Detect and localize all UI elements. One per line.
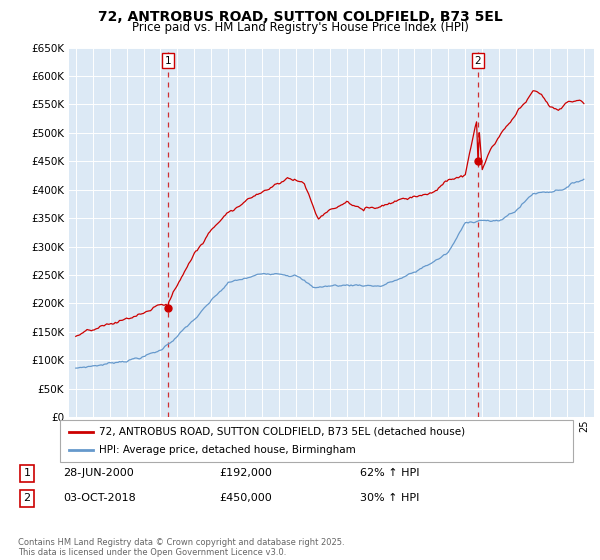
Text: HPI: Average price, detached house, Birmingham: HPI: Average price, detached house, Birm… [99, 445, 356, 455]
Text: £450,000: £450,000 [219, 493, 272, 503]
Text: 2: 2 [475, 55, 481, 66]
Text: 72, ANTROBUS ROAD, SUTTON COLDFIELD, B73 5EL: 72, ANTROBUS ROAD, SUTTON COLDFIELD, B73… [98, 10, 502, 24]
Text: 2: 2 [23, 493, 31, 503]
Text: 62% ↑ HPI: 62% ↑ HPI [360, 468, 419, 478]
Text: Contains HM Land Registry data © Crown copyright and database right 2025.
This d: Contains HM Land Registry data © Crown c… [18, 538, 344, 557]
Text: 28-JUN-2000: 28-JUN-2000 [63, 468, 134, 478]
Text: 72, ANTROBUS ROAD, SUTTON COLDFIELD, B73 5EL (detached house): 72, ANTROBUS ROAD, SUTTON COLDFIELD, B73… [99, 427, 465, 437]
Text: Price paid vs. HM Land Registry's House Price Index (HPI): Price paid vs. HM Land Registry's House … [131, 21, 469, 34]
Text: 03-OCT-2018: 03-OCT-2018 [63, 493, 136, 503]
Text: £192,000: £192,000 [219, 468, 272, 478]
Text: 30% ↑ HPI: 30% ↑ HPI [360, 493, 419, 503]
Text: 1: 1 [165, 55, 172, 66]
Text: 1: 1 [23, 468, 31, 478]
